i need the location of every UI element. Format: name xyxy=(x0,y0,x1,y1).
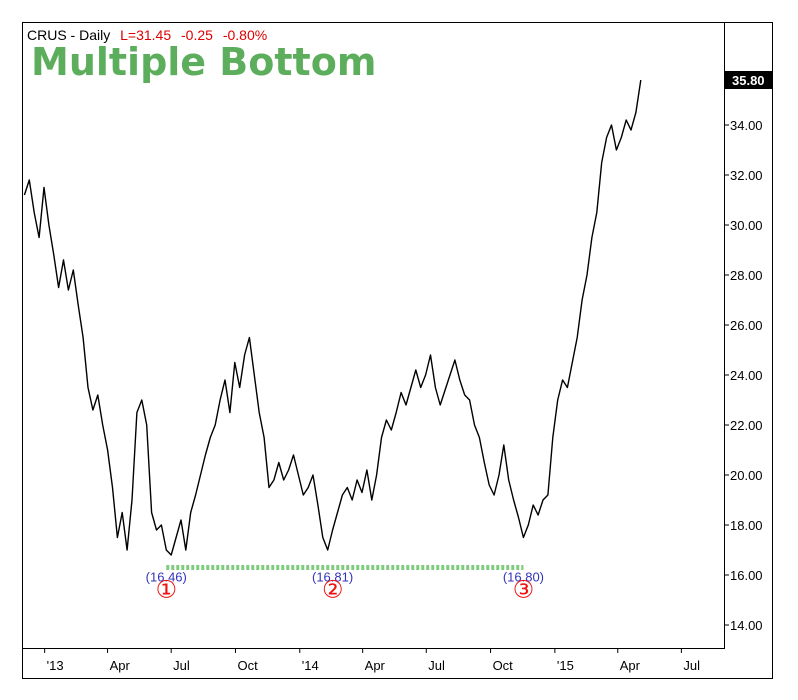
last-price-quote: L=31.45 xyxy=(120,27,172,43)
x-tick-label: '15 xyxy=(557,658,574,673)
x-tick-label: Oct xyxy=(237,658,258,673)
y-tick-label: 30.00 xyxy=(730,218,763,233)
y-tick-label: 14.00 xyxy=(730,618,763,633)
y-tick-label: 20.00 xyxy=(730,468,763,483)
x-tick-label: Apr xyxy=(110,658,131,673)
x-tick-label: Oct xyxy=(493,658,514,673)
bottom-marker: ② xyxy=(322,576,344,604)
price-change-percent: -0.80% xyxy=(222,27,268,43)
x-tick-label: Apr xyxy=(365,658,386,673)
y-tick-label: 18.00 xyxy=(730,518,763,533)
bottom-marker: ③ xyxy=(513,576,535,604)
y-tick-label: 22.00 xyxy=(730,418,763,433)
chart-title: Multiple Bottom xyxy=(31,40,377,84)
symbol-label: CRUS - Daily xyxy=(27,27,111,43)
x-tick-label: '14 xyxy=(302,658,319,673)
bottom-annotations: (16.46)① (16.81)② (16.80)③ xyxy=(146,570,544,604)
x-tick-label: '13 xyxy=(47,658,64,673)
x-tick-label: Jul xyxy=(173,658,190,673)
y-tick-label: 16.00 xyxy=(730,568,763,583)
y-tick-label: 32.00 xyxy=(730,168,763,183)
chart-header: CRUS - Daily L=31.45 -0.25 -0.80% xyxy=(27,27,267,43)
y-tick-label: 34.00 xyxy=(730,118,763,133)
x-axis: '13 Apr Jul Oct '14 Apr Jul Oct '15 Apr Jul xyxy=(44,648,700,673)
x-tick-label: Jul xyxy=(428,658,445,673)
bottom-value-label: (16.46) xyxy=(146,570,187,585)
price-change: -0.25 xyxy=(181,27,213,43)
last-price-box: 35.80 xyxy=(725,71,773,89)
last-price-background xyxy=(725,71,773,89)
bottom-value-label: (16.81) xyxy=(312,570,353,585)
axis-frame xyxy=(22,22,773,679)
x-tick-label: Jul xyxy=(683,658,700,673)
y-axis: 14.00 16.00 18.00 20.00 22.00 24.00 26.00 28.00… xyxy=(724,118,763,633)
y-tick-label: 24.00 xyxy=(730,368,763,383)
price-line xyxy=(23,79,642,556)
bottom-marker: ① xyxy=(156,576,178,604)
y-tick-label: 26.00 xyxy=(730,318,763,333)
y-tick-label: 28.00 xyxy=(730,268,763,283)
bottom-value-label: (16.80) xyxy=(503,570,544,585)
last-price-label: 35.80 xyxy=(732,73,765,88)
x-tick-label: Apr xyxy=(620,658,641,673)
